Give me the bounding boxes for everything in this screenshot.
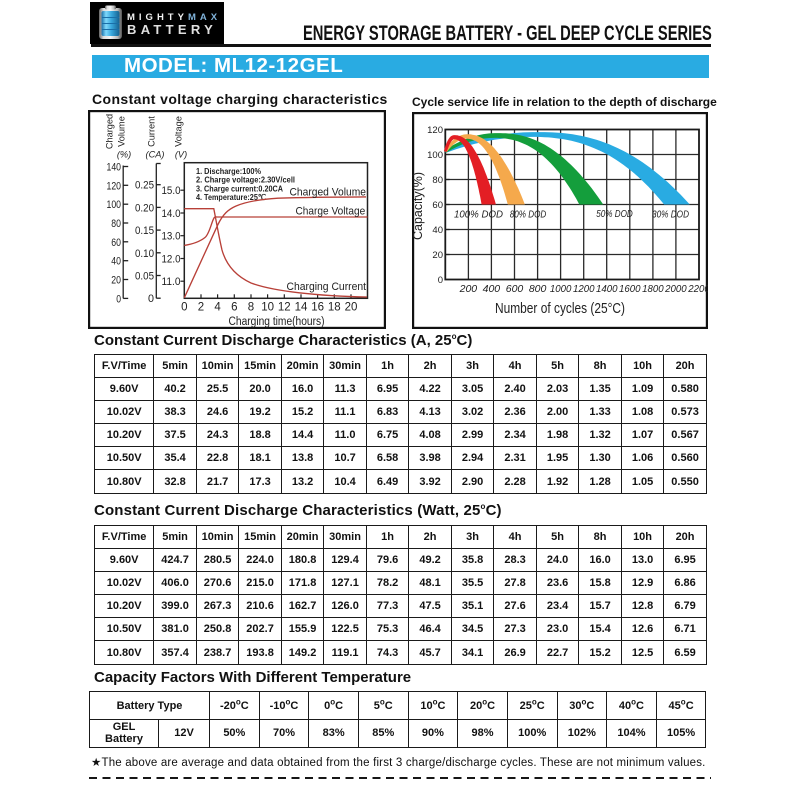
svg-text:Voltage: Voltage xyxy=(173,116,183,147)
svg-text:14: 14 xyxy=(295,302,308,314)
svg-text:120: 120 xyxy=(107,180,122,192)
svg-text:20: 20 xyxy=(432,250,443,261)
svg-text:16: 16 xyxy=(311,302,324,314)
svg-text:20: 20 xyxy=(345,302,358,314)
svg-text:0: 0 xyxy=(148,293,154,305)
svg-text:200: 200 xyxy=(459,283,478,295)
svg-text:(CA): (CA) xyxy=(146,149,165,159)
svg-text:80: 80 xyxy=(432,175,443,186)
svg-text:12.0: 12.0 xyxy=(162,254,181,266)
svg-text:1200: 1200 xyxy=(573,283,595,295)
svg-text:100% DOD: 100% DOD xyxy=(454,209,503,221)
svg-text:60: 60 xyxy=(111,237,121,249)
svg-text:1. Discharge:100%: 1. Discharge:100% xyxy=(196,166,261,176)
svg-text:100: 100 xyxy=(107,199,122,211)
svg-text:8: 8 xyxy=(248,302,254,314)
svg-text:800: 800 xyxy=(529,283,547,295)
svg-text:80% DOD: 80% DOD xyxy=(510,209,547,221)
svg-text:Number of cycles (25°C): Number of cycles (25°C) xyxy=(495,301,625,317)
svg-text:600: 600 xyxy=(506,283,524,295)
svg-text:Current: Current xyxy=(146,116,156,147)
svg-text:120: 120 xyxy=(427,125,443,136)
svg-text:13.0: 13.0 xyxy=(162,231,181,243)
svg-text:20: 20 xyxy=(111,275,121,287)
svg-text:Charging Current: Charging Current xyxy=(287,281,367,293)
svg-text:40: 40 xyxy=(432,225,443,236)
svg-text:1800: 1800 xyxy=(642,283,664,295)
svg-text:0: 0 xyxy=(181,302,187,314)
svg-text:0: 0 xyxy=(438,275,443,286)
svg-text:60: 60 xyxy=(432,200,443,211)
svg-text:3. Charge current:0.20CA: 3. Charge current:0.20CA xyxy=(196,183,283,193)
svg-text:1400: 1400 xyxy=(596,283,618,295)
svg-text:30% DOD: 30% DOD xyxy=(652,209,689,221)
svg-text:2. Charge voltage:2.30V/cell: 2. Charge voltage:2.30V/cell xyxy=(196,175,295,185)
svg-text:0: 0 xyxy=(116,293,121,305)
svg-text:Charge Voltage: Charge Voltage xyxy=(296,206,366,218)
svg-text:100: 100 xyxy=(427,150,443,161)
svg-text:11.0: 11.0 xyxy=(162,276,181,288)
svg-text:0.10: 0.10 xyxy=(135,248,154,260)
svg-text:Charged Volume: Charged Volume xyxy=(290,187,367,199)
svg-text:0.15: 0.15 xyxy=(135,225,154,237)
svg-text:4: 4 xyxy=(214,302,221,314)
svg-text:(V): (V) xyxy=(175,149,187,159)
svg-text:2000: 2000 xyxy=(664,283,687,295)
svg-text:6: 6 xyxy=(231,302,237,314)
svg-text:12: 12 xyxy=(278,302,291,314)
svg-text:0.25: 0.25 xyxy=(135,180,154,192)
svg-text:1000: 1000 xyxy=(550,283,572,295)
svg-text:18: 18 xyxy=(328,302,341,314)
svg-text:Capacity(%): Capacity(%) xyxy=(412,172,425,240)
svg-text:Volume: Volume xyxy=(117,116,127,147)
svg-text:1600: 1600 xyxy=(619,283,641,295)
svg-text:80: 80 xyxy=(111,218,121,230)
svg-text:0.20: 0.20 xyxy=(135,202,154,214)
svg-text:Charged: Charged xyxy=(105,114,115,149)
svg-text:40: 40 xyxy=(111,256,121,268)
svg-text:14.0: 14.0 xyxy=(162,208,181,220)
svg-text:10: 10 xyxy=(261,302,274,314)
svg-text:400: 400 xyxy=(483,283,501,295)
svg-text:0.05: 0.05 xyxy=(135,271,154,283)
svg-text:2200: 2200 xyxy=(687,283,708,295)
svg-text:(%): (%) xyxy=(117,149,131,159)
svg-text:15.0: 15.0 xyxy=(162,185,181,197)
svg-text:50% DOD: 50% DOD xyxy=(596,208,633,220)
svg-text:140: 140 xyxy=(107,162,122,174)
svg-text:2: 2 xyxy=(198,302,204,314)
svg-text:4. Temperature:25℃: 4. Temperature:25℃ xyxy=(196,192,266,202)
svg-text:Charging time(hours): Charging time(hours) xyxy=(229,316,325,328)
